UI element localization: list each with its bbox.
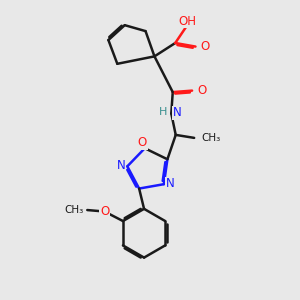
Text: OH: OH [178, 14, 196, 28]
Text: O: O [100, 205, 109, 218]
Text: O: O [201, 40, 210, 53]
Text: CH₃: CH₃ [202, 133, 221, 143]
Text: H: H [158, 107, 167, 117]
Text: CH₃: CH₃ [64, 205, 84, 215]
Text: O: O [138, 136, 147, 149]
Text: O: O [197, 84, 207, 97]
Text: N: N [166, 177, 175, 190]
Text: N: N [116, 159, 125, 172]
Text: N: N [173, 106, 182, 119]
